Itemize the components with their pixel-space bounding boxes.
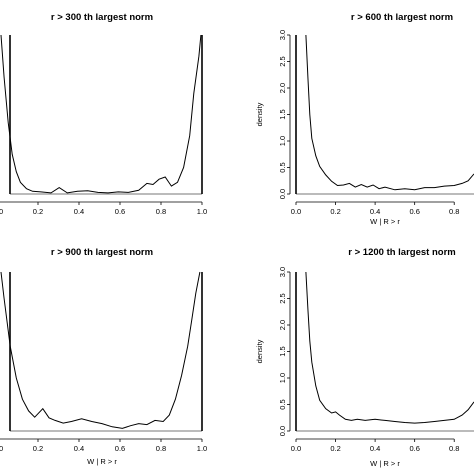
x-tick-label: 0.0 (291, 207, 301, 216)
panel-3-x-label: W | R > r (87, 457, 117, 466)
panel-2: r > 600 th largest norm 0.0 0.2 0.4 0.6 0.8 0.… (255, 12, 474, 226)
x-tick-label: 0.6 (409, 207, 419, 216)
panel-1-title: r > 300 th largest norm (51, 12, 153, 23)
y-tick-label: 2.0 (278, 83, 287, 93)
x-tick-label: 0.2 (33, 444, 43, 453)
x-tick-label: 0.8 (449, 207, 459, 216)
x-tick-label: 1.0 (197, 207, 207, 216)
panel-4-x-label: W | R > r (370, 459, 400, 468)
x-tick-label: 0.2 (330, 207, 340, 216)
panel-3: r > 900 th largest norm 0.0 0.2 0.4 0.6 0.8 1.… (0, 247, 207, 466)
panel-2-density-curve (305, 34, 474, 191)
y-tick-label: 1.0 (278, 373, 287, 383)
y-tick-label: 1.0 (278, 136, 287, 146)
y-tick-label: 1.5 (278, 346, 287, 356)
panel-3-title: r > 900 th largest norm (51, 247, 153, 258)
y-tick-label: 3.0 (278, 267, 287, 277)
x-tick-label: 0.4 (74, 444, 84, 453)
panel-4-density-curve (305, 271, 474, 424)
y-tick-label: 0.0 (278, 189, 287, 199)
x-tick-label: 1.0 (197, 444, 207, 453)
panel-2-title: r > 600 th largest norm (351, 12, 453, 23)
x-tick-label: 0.6 (115, 207, 125, 216)
panel-2-x-label: W | R > r (370, 217, 400, 226)
y-tick-label: 3.0 (278, 30, 287, 40)
panel-4-y-label: density (255, 339, 264, 363)
y-tick-label: 0.5 (278, 399, 287, 409)
x-tick-label: 0.8 (156, 444, 166, 453)
y-tick-label: 2.5 (278, 56, 287, 66)
x-tick-label: 0.0 (0, 444, 3, 453)
x-tick-label: 0.6 (409, 444, 419, 453)
panel-4-title: r > 1200 th largest norm (348, 247, 455, 258)
x-tick-label: 0.4 (370, 207, 380, 216)
x-tick-label: 0.6 (115, 444, 125, 453)
panel-3-density-curve (0, 271, 201, 429)
x-tick-label: 0.8 (449, 444, 459, 453)
panel-1: r > 300 th largest norm 0.0 0.2 0.4 0.6 0.8 1.… (0, 12, 207, 216)
x-tick-label: 0.2 (33, 207, 43, 216)
y-tick-label: 0.0 (278, 426, 287, 436)
y-tick-label: 2.0 (278, 320, 287, 330)
panel-1-density-curve (0, 34, 202, 194)
x-tick-label: 0.8 (156, 207, 166, 216)
y-tick-label: 0.5 (278, 162, 287, 172)
panel-4: r > 1200 th largest norm 0.0 0.2 0.4 0.6 0.8 0… (255, 247, 474, 468)
x-tick-label: 0.4 (74, 207, 84, 216)
x-tick-label: 0.0 (0, 207, 3, 216)
panel-2-y-label: density (255, 102, 264, 126)
x-tick-label: 0.4 (370, 444, 380, 453)
y-tick-label: 1.5 (278, 109, 287, 119)
y-tick-label: 2.5 (278, 293, 287, 303)
x-tick-label: 0.2 (330, 444, 340, 453)
x-tick-label: 0.0 (291, 444, 301, 453)
